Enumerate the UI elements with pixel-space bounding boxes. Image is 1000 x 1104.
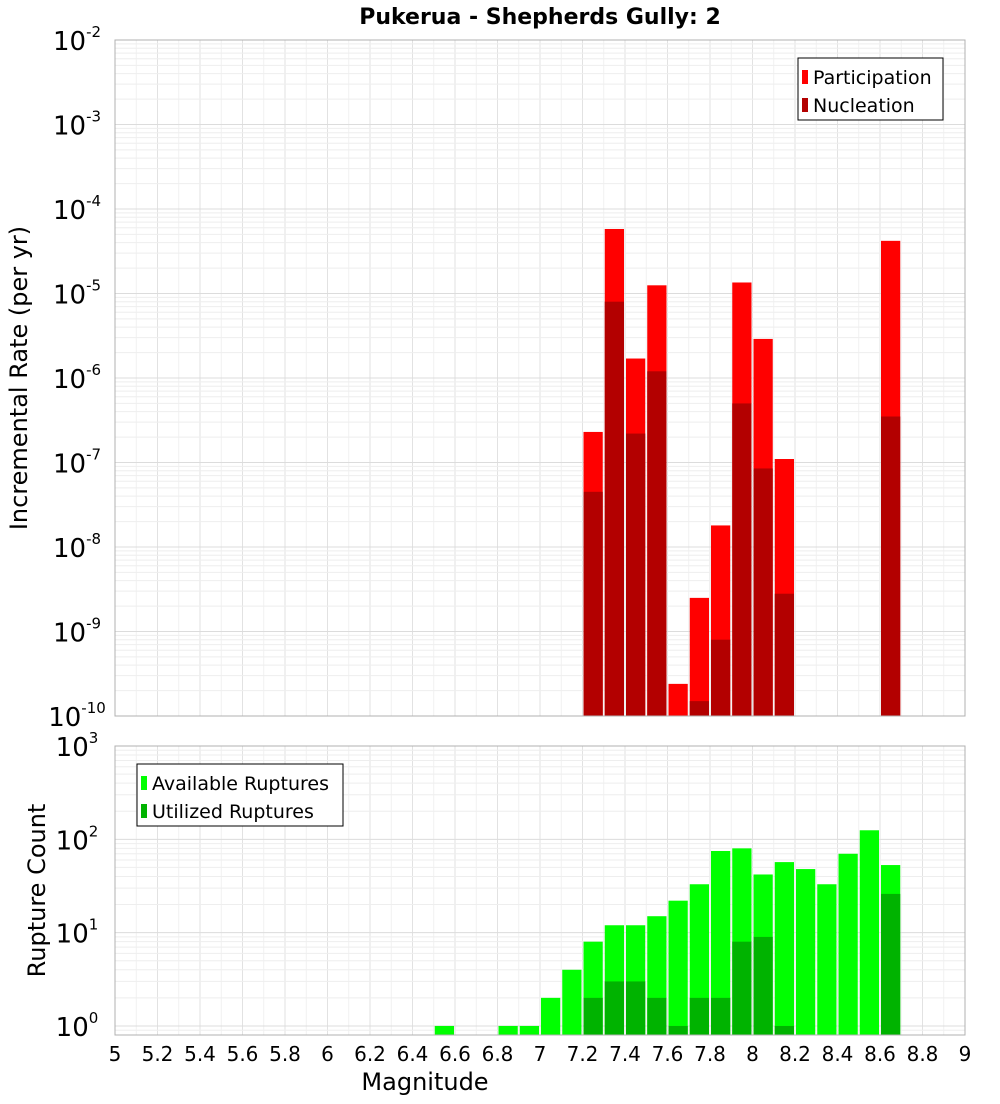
- y-tick-label: 10-10: [48, 699, 106, 733]
- bar-utilized-ruptures: [583, 997, 603, 1035]
- bar-available-ruptures: [774, 862, 794, 1035]
- bar-utilized-ruptures: [753, 936, 773, 1035]
- bar-available-ruptures: [562, 969, 582, 1035]
- x-tick-label: 6: [321, 1042, 334, 1066]
- bar-utilized-ruptures: [774, 1025, 794, 1035]
- x-tick-label: 5: [109, 1042, 122, 1066]
- bar-available-ruptures: [519, 1025, 539, 1035]
- x-tick-label: 8: [746, 1042, 759, 1066]
- legend-entry: Participation: [813, 67, 932, 89]
- bar-nucleation: [647, 371, 667, 716]
- x-tick-label: 5.4: [184, 1042, 216, 1066]
- bar-nucleation: [732, 403, 752, 716]
- bar-utilized-ruptures: [711, 997, 731, 1035]
- x-tick-label: 6.4: [397, 1042, 429, 1066]
- legend-entry: Available Ruptures: [152, 773, 329, 795]
- legend-entry: Nucleation: [813, 95, 915, 117]
- x-tick-label: 8.8: [907, 1042, 939, 1066]
- bar-utilized-ruptures: [626, 981, 646, 1035]
- x-tick-label: 5.6: [227, 1042, 259, 1066]
- y-tick-label: 10-7: [53, 446, 101, 480]
- y-tick-label: 10-4: [53, 192, 101, 226]
- bar-utilized-ruptures: [647, 997, 667, 1035]
- x-tick-label: 9: [959, 1042, 972, 1066]
- bar-utilized-ruptures: [604, 981, 624, 1035]
- x-tick-label: 5.8: [269, 1042, 301, 1066]
- bar-nucleation: [711, 639, 731, 716]
- plot-frame-1: [114, 745, 966, 1036]
- x-tick-label: 7.2: [567, 1042, 599, 1066]
- y-tick-label: 100: [56, 1009, 99, 1043]
- x-tick-label: 7.6: [652, 1042, 684, 1066]
- x-tick-label: 5.2: [142, 1042, 174, 1066]
- bar-available-ruptures: [838, 853, 858, 1035]
- legend-swatch: [141, 804, 147, 818]
- bar-participation: [689, 597, 709, 716]
- legend-box-0: [797, 57, 944, 121]
- x-tick-label: 7.8: [694, 1042, 726, 1066]
- legend-swatch: [802, 70, 808, 84]
- bar-nucleation: [583, 491, 603, 716]
- x-tick-label: 8.2: [779, 1042, 811, 1066]
- bar-available-ruptures: [689, 884, 709, 1035]
- y-axis-label-1: Rupture Count: [23, 804, 51, 978]
- y-tick-label: 102: [56, 822, 99, 856]
- bar-available-ruptures: [541, 997, 561, 1035]
- bar-utilized-ruptures: [668, 1025, 688, 1035]
- bar-available-ruptures: [668, 900, 688, 1035]
- x-tick-label: 6.2: [354, 1042, 386, 1066]
- bar-available-ruptures: [434, 1025, 454, 1035]
- plot-frame-0: [114, 39, 966, 717]
- y-tick-label: 10-8: [53, 530, 101, 564]
- legend-entry: Utilized Ruptures: [152, 801, 314, 823]
- chart-title: Pukerua - Shepherds Gully: 2: [359, 5, 721, 30]
- legend-swatch: [141, 776, 147, 790]
- y-axis-label-0: Incremental Rate (per yr): [5, 226, 33, 530]
- x-tick-label: 7.4: [609, 1042, 641, 1066]
- x-tick-label: 8.4: [822, 1042, 854, 1066]
- bar-nucleation: [881, 416, 901, 716]
- bar-utilized-ruptures: [732, 941, 752, 1035]
- x-tick-label: 7: [534, 1042, 547, 1066]
- y-tick-label: 101: [56, 916, 99, 950]
- y-tick-label: 10-6: [53, 361, 101, 395]
- bar-nucleation: [604, 301, 624, 716]
- legend-swatch: [802, 98, 808, 112]
- bar-nucleation: [753, 468, 773, 716]
- bar-participation: [668, 683, 688, 716]
- x-tick-label: 8.6: [864, 1042, 896, 1066]
- bar-nucleation: [626, 433, 646, 716]
- x-tick-label: 6.8: [482, 1042, 514, 1066]
- bar-utilized-ruptures: [881, 893, 901, 1035]
- bar-available-ruptures: [796, 869, 816, 1035]
- bar-utilized-ruptures: [689, 997, 709, 1035]
- y-tick-label: 103: [56, 729, 99, 763]
- bar-nucleation: [689, 701, 709, 716]
- y-tick-label: 10-5: [53, 277, 101, 311]
- bar-nucleation: [774, 593, 794, 716]
- x-tick-label: 6.6: [439, 1042, 471, 1066]
- bar-available-ruptures: [711, 850, 731, 1035]
- y-tick-label: 10-9: [53, 615, 101, 649]
- x-axis-label: Magnitude: [361, 1068, 488, 1096]
- bar-available-ruptures: [859, 830, 879, 1035]
- bar-available-ruptures: [817, 884, 837, 1035]
- y-tick-label: 10-2: [53, 23, 101, 57]
- y-tick-label: 10-3: [53, 108, 101, 142]
- legend-box-1: [136, 763, 344, 827]
- bar-available-ruptures: [498, 1025, 518, 1035]
